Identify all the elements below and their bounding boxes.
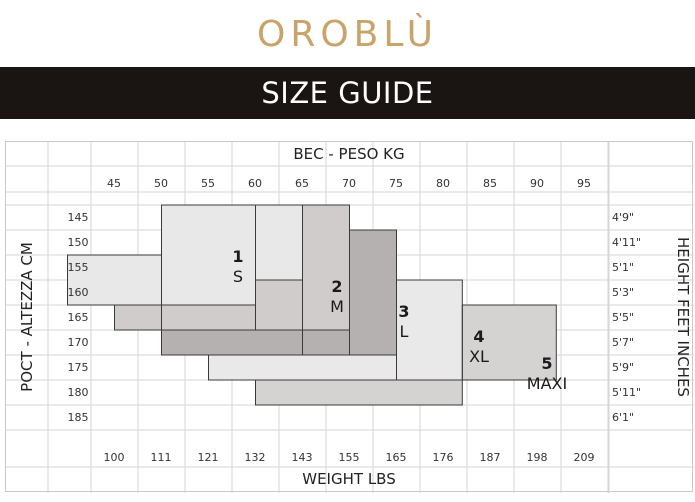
- size-m-fill: [115, 306, 161, 329]
- size-m-outline: [114, 304, 162, 331]
- height-ft-tick: 5'5": [612, 311, 634, 324]
- size-xl-fill: [397, 281, 462, 379]
- size-s-fill: [162, 206, 255, 304]
- height-ft-tick: 6'1": [612, 411, 634, 424]
- size-name-label: L: [400, 322, 409, 341]
- weight-lbs-tick: 176: [433, 451, 454, 464]
- weight-lbs-tick: 198: [527, 451, 548, 464]
- size-number-label: 1: [232, 247, 243, 266]
- height-ft-tick: 4'11": [612, 236, 641, 249]
- height-cm-tick: 160: [68, 286, 89, 299]
- height-cm-tick: 155: [68, 261, 89, 274]
- size-chart: 1 S 2 M 3 L 4 XL 5 MAXI BEC - PESO KG WEIGHT LBS POC…: [5, 141, 694, 493]
- size-m-fill: [256, 281, 302, 329]
- size-number-label: 5: [541, 354, 552, 373]
- weight-lbs-tick: 100: [104, 451, 125, 464]
- height-ft-axis-title: HEIGHT FEET INCHES: [674, 237, 692, 397]
- size-name-label: S: [233, 267, 243, 286]
- weight-lbs-axis-title: WEIGHT LBS: [302, 470, 395, 488]
- weight-kg-tick: 50: [154, 177, 168, 190]
- weight-lbs-tick: 121: [198, 451, 219, 464]
- size-l-fill: [350, 231, 396, 354]
- size-l-fill: [303, 331, 349, 354]
- weight-kg-axis-title: BEC - PESO KG: [293, 145, 404, 163]
- weight-lbs-tick: 165: [386, 451, 407, 464]
- page-title-banner: SIZE GUIDE: [0, 67, 695, 119]
- weight-lbs-tick: 187: [480, 451, 501, 464]
- height-cm-tick: 175: [68, 361, 89, 374]
- weight-kg-tick: 95: [577, 177, 591, 190]
- weight-kg-tick: 75: [389, 177, 403, 190]
- size-name-label: M: [330, 297, 344, 316]
- size-m-fill: [303, 206, 349, 329]
- height-ft-tick: 5'3": [612, 286, 634, 299]
- size-number-label: 2: [331, 277, 342, 296]
- weight-lbs-tick: 143: [292, 451, 313, 464]
- height-ft-tick: 5'1": [612, 261, 634, 274]
- height-ft-tick: 4'9": [612, 211, 634, 224]
- height-cm-tick: 170: [68, 336, 89, 349]
- size-maxi-fill: [256, 381, 462, 404]
- weight-kg-tick: 60: [248, 177, 262, 190]
- weight-lbs-tick: 209: [574, 451, 595, 464]
- weight-kg-tick: 90: [530, 177, 544, 190]
- size-name-label: MAXI: [527, 374, 567, 393]
- height-ft-tick: 5'9": [612, 361, 634, 374]
- size-number-label: 3: [398, 302, 409, 321]
- height-cm-axis-title: POCT - ALTEZZA CM: [18, 242, 36, 392]
- size-maxi-fill: [463, 306, 556, 379]
- size-l-fill: [162, 331, 302, 354]
- weight-kg-tick: 45: [107, 177, 121, 190]
- size-outlines: [67, 204, 557, 406]
- height-ft-tick: 5'11": [612, 386, 641, 399]
- weight-kg-tick: 70: [342, 177, 356, 190]
- size-xl-fill: [209, 356, 396, 379]
- size-m-fill: [162, 306, 255, 329]
- weight-lbs-tick: 111: [151, 451, 172, 464]
- weight-kg-tick: 85: [483, 177, 497, 190]
- height-cm-tick: 180: [68, 386, 89, 399]
- height-cm-tick: 185: [68, 411, 89, 424]
- size-name-label: XL: [469, 347, 489, 366]
- weight-kg-tick: 55: [201, 177, 215, 190]
- size-s-fill: [68, 256, 161, 304]
- size-maxi-outline: [461, 304, 557, 381]
- weight-lbs-tick: 155: [339, 451, 360, 464]
- weight-lbs-tick: 132: [245, 451, 266, 464]
- height-cm-tick: 150: [68, 236, 89, 249]
- height-cm-tick: 165: [68, 311, 89, 324]
- size-s-fill: [256, 206, 302, 279]
- height-ft-tick: 5'7": [612, 336, 634, 349]
- height-cm-tick: 145: [68, 211, 89, 224]
- weight-kg-tick: 80: [436, 177, 450, 190]
- size-number-label: 4: [473, 327, 484, 346]
- weight-kg-tick: 65: [295, 177, 309, 190]
- size-maxi-outline: [255, 379, 463, 406]
- brand-logo: OROBLÙ: [257, 14, 438, 55]
